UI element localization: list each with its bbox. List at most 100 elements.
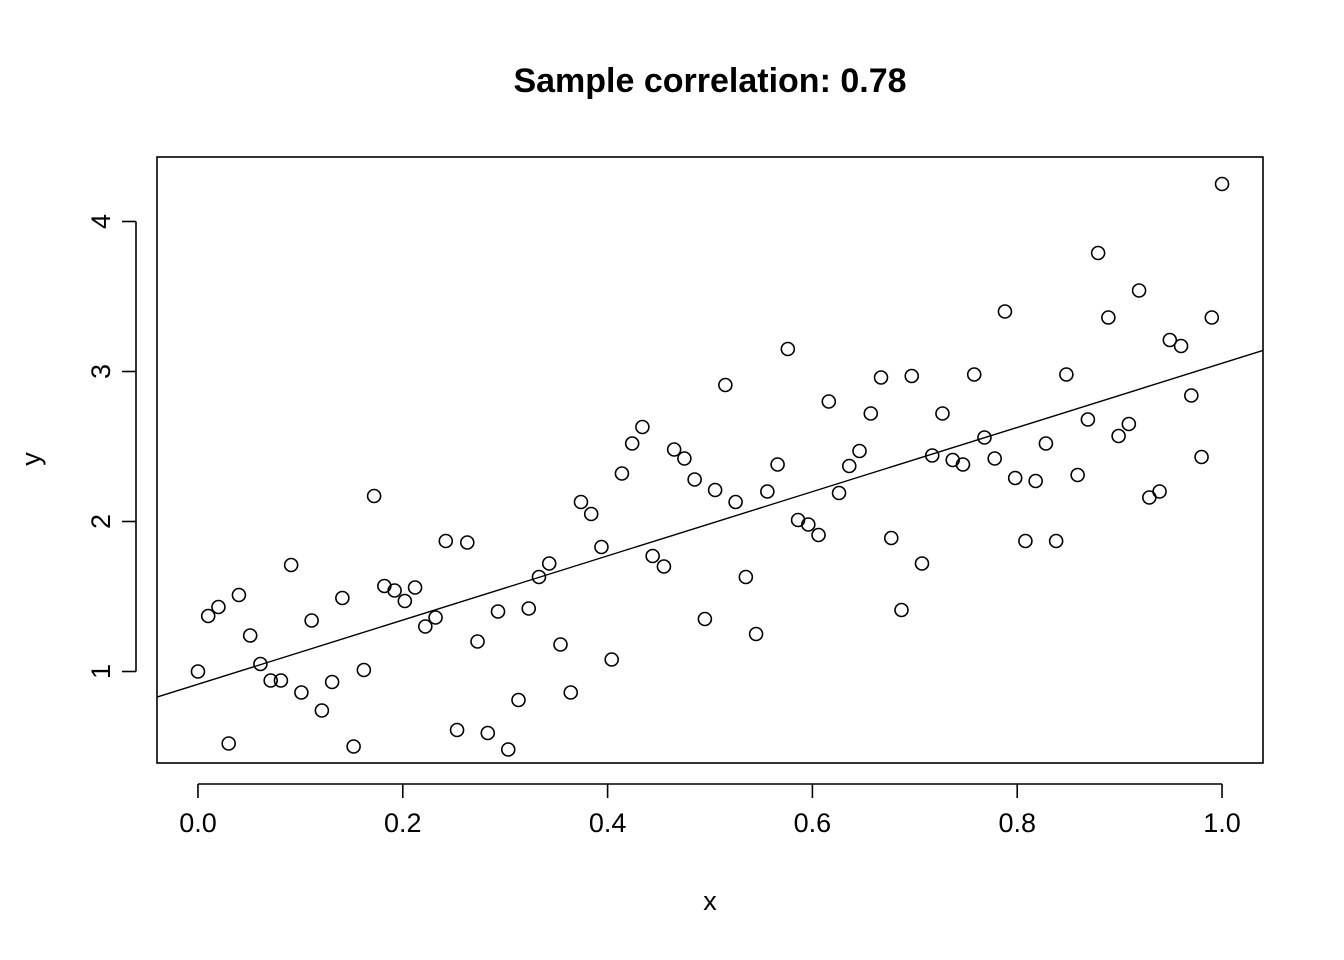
data-point: [697, 611, 713, 627]
data-point: [221, 736, 236, 751]
data-point: [852, 443, 867, 459]
data-point: [770, 457, 785, 472]
data-point: [531, 569, 547, 585]
data-point: [604, 652, 619, 667]
x-tick-label: 0.8: [998, 808, 1036, 838]
data-point: [987, 451, 1002, 466]
data-point: [687, 472, 702, 487]
x-tick-label: 0.6: [794, 808, 832, 838]
data-point: [977, 430, 992, 445]
data-point: [904, 368, 920, 384]
data-point: [1028, 473, 1043, 489]
data-point: [200, 608, 216, 624]
data-point: [1018, 533, 1033, 549]
plot-frame: [156, 156, 1264, 764]
x-axis-label: x: [703, 886, 717, 916]
data-point: [397, 593, 413, 609]
data-point: [677, 451, 692, 466]
data-point: [356, 662, 372, 678]
y-tick-label: 2: [86, 514, 116, 529]
data-point: [573, 494, 589, 510]
data-point: [242, 628, 258, 643]
data-point: [624, 436, 640, 451]
data-point: [1204, 310, 1220, 325]
regression-line: [156, 349, 1264, 698]
data-point: [841, 458, 857, 474]
data-point: [831, 485, 847, 501]
data-point: [707, 482, 723, 498]
data-point: [873, 370, 889, 385]
data-point: [738, 569, 754, 585]
data-point: [614, 466, 630, 481]
data-point: [304, 613, 319, 628]
data-point: [418, 619, 433, 634]
data-point: [728, 494, 743, 510]
data-point: [1131, 283, 1147, 298]
data-point: [955, 457, 971, 472]
data-point: [1162, 332, 1178, 348]
data-point: [1090, 245, 1106, 261]
data-point: [500, 742, 516, 757]
data-point: [563, 685, 579, 700]
data-point: [1194, 449, 1209, 465]
y-tick-label: 3: [86, 364, 116, 379]
data-point: [470, 634, 485, 649]
data-point: [1111, 428, 1126, 444]
data-point: [1173, 338, 1189, 354]
data-point: [294, 685, 309, 700]
data-point: [387, 583, 402, 598]
x-tick-label: 0.2: [384, 808, 422, 838]
chart-title: Sample correlation: 0.78: [513, 62, 906, 100]
y-axis-label: y: [16, 452, 46, 466]
data-point: [645, 548, 660, 564]
data-point: [324, 674, 340, 690]
data-point: [273, 673, 289, 688]
data-point: [780, 341, 796, 357]
data-point: [935, 406, 950, 421]
data-point: [1214, 176, 1230, 192]
data-point: [1152, 484, 1167, 499]
data-point: [1080, 412, 1096, 427]
data-point: [428, 610, 443, 625]
data-point: [1048, 533, 1064, 549]
data-point: [997, 304, 1013, 319]
x-tick-label: 0.4: [589, 808, 627, 838]
data-point: [1038, 436, 1054, 451]
data-point: [263, 673, 278, 688]
data-point: [718, 377, 733, 393]
data-point: [511, 692, 526, 708]
data-point: [480, 725, 496, 741]
data-point: [1184, 388, 1199, 403]
data-point: [211, 599, 226, 615]
data-point: [346, 739, 361, 754]
data-point: [541, 556, 557, 571]
y-tick-label: 1: [86, 664, 116, 679]
data-point: [914, 556, 930, 571]
data-point: [1101, 310, 1116, 325]
data-point: [553, 637, 568, 652]
data-point: [666, 442, 682, 457]
data-point: [583, 506, 599, 522]
x-tick-label: 1.0: [1203, 808, 1241, 838]
data-point: [894, 602, 909, 618]
data-point: [1007, 470, 1023, 486]
data-point: [190, 664, 206, 679]
data-point: [366, 488, 382, 504]
data-point: [438, 533, 454, 549]
data-point: [966, 367, 982, 382]
y-tick-label: 4: [86, 214, 116, 229]
x-tick-label: 0.0: [179, 808, 217, 838]
data-point: [1070, 467, 1085, 483]
data-point: [521, 601, 537, 616]
data-point: [1059, 367, 1074, 382]
data-point: [283, 557, 299, 573]
data-point: [253, 656, 268, 672]
data-point: [449, 722, 465, 738]
data-point: [1121, 416, 1137, 432]
data-point: [335, 590, 350, 606]
data-point: [924, 448, 940, 463]
data-point: [459, 535, 475, 550]
data-point: [635, 419, 650, 435]
data-point: [314, 703, 330, 718]
